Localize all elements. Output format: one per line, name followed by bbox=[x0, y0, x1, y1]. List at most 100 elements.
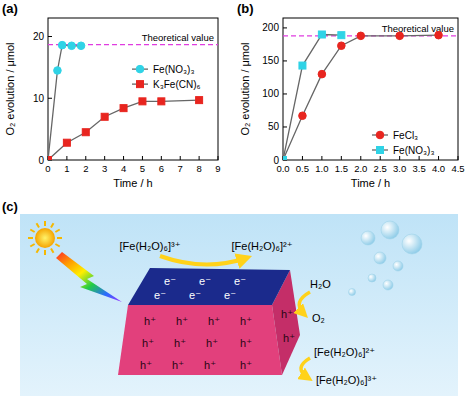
chart-panel: (b)0.00.51.01.52.02.53.03.54.04.50501001… bbox=[237, 1, 465, 189]
x-tick bbox=[66, 156, 67, 160]
x-tick bbox=[180, 156, 181, 160]
x-tick bbox=[161, 156, 162, 160]
species-label: [Fe(H₂O)₆]²⁺ bbox=[314, 346, 375, 358]
data-point bbox=[82, 129, 89, 136]
y-tick-label: 0 bbox=[38, 155, 44, 166]
y-tick-label: 150 bbox=[262, 55, 279, 66]
panel-label: (c) bbox=[2, 199, 18, 214]
hole-label: h⁺ bbox=[206, 337, 218, 349]
electron-label: e⁻ bbox=[199, 275, 211, 287]
species-label: O₂ bbox=[312, 312, 325, 324]
sun-ray bbox=[55, 244, 59, 247]
hole-label: h⁺ bbox=[240, 337, 252, 349]
x-tick bbox=[438, 156, 439, 160]
x-tick-label: 1.5 bbox=[335, 163, 348, 174]
x-tick-label: 3 bbox=[102, 163, 107, 174]
x-tick-label: 3.5 bbox=[413, 163, 426, 174]
diagram-background bbox=[20, 214, 458, 396]
x-tick bbox=[321, 156, 322, 160]
y-tick-label: 200 bbox=[262, 22, 279, 33]
data-point bbox=[396, 32, 404, 40]
data-point bbox=[318, 70, 326, 78]
legend-label: Fe(NO₃)₃ bbox=[393, 145, 434, 156]
data-point bbox=[48, 157, 52, 161]
y-tick-label: 100 bbox=[262, 88, 279, 99]
hole-label: h⁺ bbox=[240, 359, 252, 371]
species-label: [Fe(H₂O)₆]³⁺ bbox=[120, 240, 181, 252]
water-oxidation-arrow bbox=[299, 292, 310, 314]
bubble bbox=[374, 252, 386, 264]
x-axis-title: Time / h bbox=[351, 177, 390, 189]
data-point bbox=[120, 105, 127, 112]
reference-label: Theoretical value bbox=[142, 32, 214, 43]
x-tick-label: 2.0 bbox=[354, 163, 367, 174]
crystal-top bbox=[128, 268, 290, 305]
y-tick-label: 20 bbox=[33, 31, 45, 42]
data-point bbox=[158, 98, 165, 105]
data-area bbox=[48, 41, 203, 160]
series-line bbox=[48, 45, 81, 160]
data-point bbox=[54, 67, 62, 75]
data-point bbox=[283, 156, 287, 160]
x-tick bbox=[104, 156, 105, 160]
iron-oxidation-arrow bbox=[301, 358, 310, 378]
sun-ray bbox=[51, 248, 54, 252]
x-tick-label: 4.0 bbox=[432, 163, 445, 174]
data-point bbox=[318, 31, 325, 38]
sun-ray bbox=[30, 244, 34, 247]
diagram: (c)e⁻e⁻e⁻e⁻e⁻e⁻h⁺h⁺h⁺h⁺h⁺h⁺h⁺h⁺h⁺h⁺h⁺h⁺h… bbox=[2, 199, 458, 396]
plot-frame bbox=[48, 18, 218, 160]
y-tick bbox=[48, 98, 52, 99]
series-line bbox=[283, 35, 439, 160]
bubble bbox=[383, 280, 393, 290]
x-tick bbox=[458, 156, 459, 160]
x-tick-label: 1.0 bbox=[315, 163, 328, 174]
x-tick bbox=[419, 156, 420, 160]
data-point bbox=[48, 156, 52, 160]
x-tick bbox=[399, 156, 400, 160]
hole-label: h⁺ bbox=[204, 359, 216, 371]
data-point bbox=[58, 41, 66, 49]
legend-marker bbox=[137, 81, 144, 88]
legend-marker bbox=[376, 131, 384, 139]
sun-ray bbox=[37, 223, 40, 227]
y-tick bbox=[283, 126, 287, 127]
data-point bbox=[357, 32, 365, 40]
x-tick-label: 3.0 bbox=[393, 163, 406, 174]
sun-ray bbox=[51, 223, 54, 227]
x-tick bbox=[123, 156, 124, 160]
sun-ray bbox=[37, 248, 40, 252]
hole-label: h⁺ bbox=[140, 359, 152, 371]
panel-label: (b) bbox=[237, 1, 254, 16]
bubble bbox=[381, 221, 399, 239]
x-axis-title: Time / h bbox=[113, 177, 152, 189]
electron-label: e⁻ bbox=[154, 289, 166, 301]
data-point bbox=[299, 62, 306, 69]
x-tick-label: 4 bbox=[121, 163, 126, 174]
hole-label: h⁺ bbox=[283, 332, 295, 344]
data-point bbox=[68, 42, 76, 50]
hole-label: h⁺ bbox=[172, 359, 184, 371]
sun-ray bbox=[30, 230, 34, 233]
legend: FeCl₃Fe(NO₃)₃ bbox=[372, 130, 434, 156]
y-tick bbox=[283, 60, 287, 61]
x-tick-label: 1 bbox=[64, 163, 69, 174]
sun-ray bbox=[28, 237, 33, 239]
x-tick-label: 2 bbox=[83, 163, 88, 174]
panel-label: (a) bbox=[2, 1, 18, 16]
data-point bbox=[101, 113, 108, 120]
x-tick bbox=[199, 156, 200, 160]
x-tick-label: 9 bbox=[215, 163, 220, 174]
reduction-arrow bbox=[160, 256, 246, 265]
bubble bbox=[361, 231, 375, 245]
y-tick-label: 50 bbox=[268, 121, 280, 132]
x-tick-label: 2.5 bbox=[374, 163, 387, 174]
crystal-front bbox=[118, 305, 282, 375]
x-tick-label: 5 bbox=[140, 163, 145, 174]
x-tick bbox=[302, 156, 303, 160]
hole-label: h⁺ bbox=[240, 315, 252, 327]
data-point bbox=[196, 97, 203, 104]
hole-label: h⁺ bbox=[281, 308, 293, 320]
species-label: [Fe(H₂O)₆]²⁺ bbox=[232, 240, 293, 252]
bubble bbox=[402, 234, 422, 254]
